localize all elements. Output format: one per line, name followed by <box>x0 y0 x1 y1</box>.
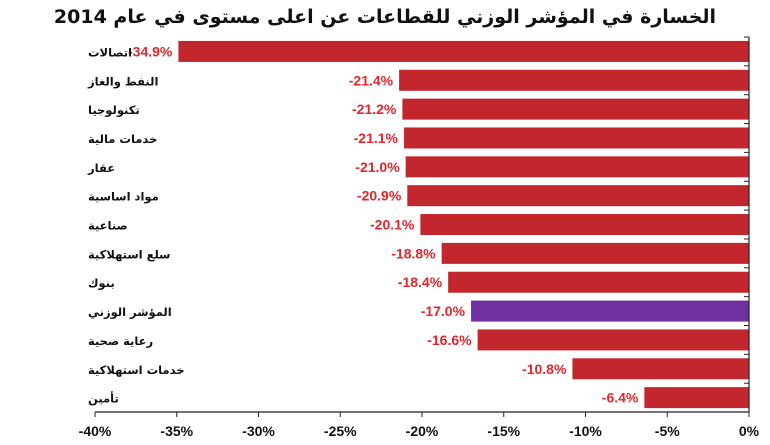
value-label: -21.2% <box>352 101 397 117</box>
value-label: -6.4% <box>602 390 639 406</box>
chart-title: الخسارة في المؤشر الوزني للقطاعات عن اعل… <box>53 6 717 28</box>
category-label: صناعية <box>88 219 128 233</box>
value-label: -34.9% <box>128 43 173 59</box>
category-label: رعاية صحية <box>88 334 153 348</box>
x-tick-label: 0% <box>739 423 760 439</box>
category-label: المؤشر الوزني <box>88 305 172 320</box>
category-label: النفط والغاز <box>87 74 158 89</box>
category-label: تكنولوجيا <box>88 103 140 118</box>
value-label: -17.0% <box>421 303 466 319</box>
bar <box>471 300 749 322</box>
category-label: تأمين <box>88 391 119 406</box>
x-tick-label: -30% <box>242 423 275 439</box>
bar <box>399 69 749 91</box>
category-label: بنوك <box>88 276 115 291</box>
bar <box>572 358 749 380</box>
x-tick-label: -35% <box>160 423 193 439</box>
bar <box>420 214 749 236</box>
category-label: مواد اساسية <box>88 190 159 205</box>
x-tick-label: -10% <box>569 423 602 439</box>
x-tick-label: -5% <box>655 423 680 439</box>
value-label: -21.4% <box>349 72 394 88</box>
bar <box>644 387 749 409</box>
x-tick-label: -25% <box>324 423 357 439</box>
category-label: خدمات استهلاكية <box>88 363 185 377</box>
value-label: -16.6% <box>427 332 472 348</box>
value-label: -21.1% <box>354 130 399 146</box>
category-label: عقار <box>87 161 115 175</box>
value-label: -18.4% <box>398 274 443 290</box>
bar <box>178 40 749 62</box>
bar <box>441 242 749 264</box>
value-label: -20.9% <box>357 188 402 204</box>
bar <box>477 329 749 351</box>
bar <box>402 98 749 120</box>
value-label: -21.0% <box>355 159 400 175</box>
category-label: خدمات مالية <box>88 132 157 146</box>
bar <box>407 185 749 207</box>
category-label: سلع استهلاكية <box>88 247 171 261</box>
bar <box>404 127 749 149</box>
category-label: اتصالات <box>88 45 132 59</box>
value-label: -10.8% <box>522 361 567 377</box>
value-label: -18.8% <box>391 245 436 261</box>
x-tick-label: -20% <box>406 423 439 439</box>
bar <box>448 271 749 293</box>
x-tick-label: -40% <box>79 423 112 439</box>
x-tick-label: -15% <box>487 423 520 439</box>
value-label: -20.1% <box>370 217 415 233</box>
bar <box>405 156 749 178</box>
